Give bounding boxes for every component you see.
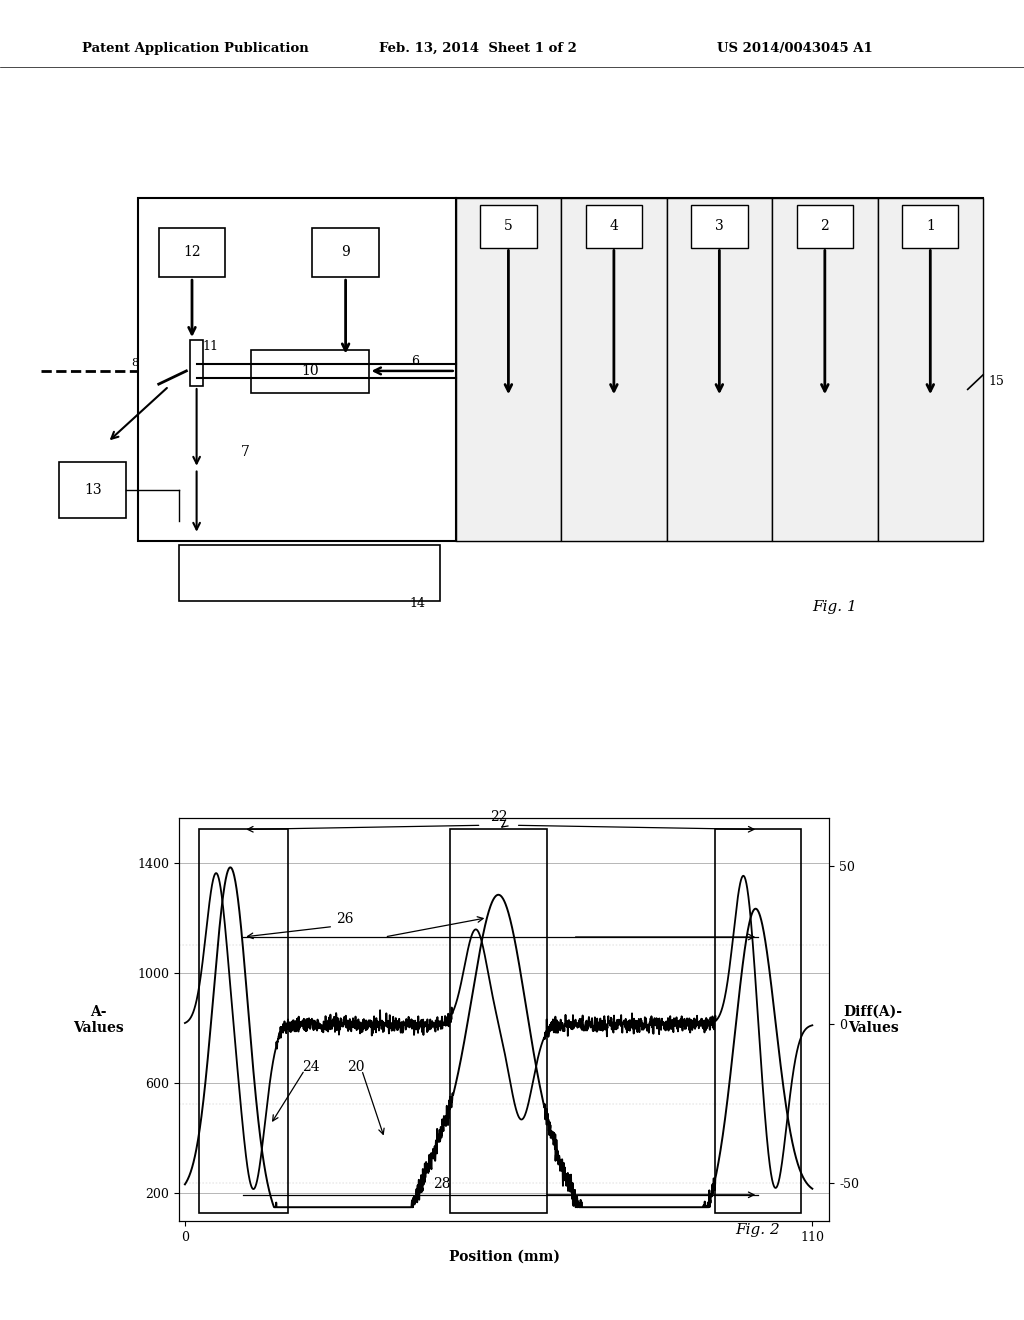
Text: Patent Application Publication: Patent Application Publication (82, 42, 308, 55)
Bar (797, 205, 853, 248)
Polygon shape (425, 362, 456, 380)
Bar (312, 227, 379, 277)
Text: 1: 1 (926, 219, 935, 234)
Text: 13: 13 (84, 483, 101, 496)
Bar (456, 198, 983, 541)
Bar (179, 544, 440, 601)
Bar (586, 205, 642, 248)
Bar (138, 198, 456, 541)
Text: 20: 20 (347, 1060, 365, 1073)
Bar (878, 198, 983, 541)
Text: Feb. 13, 2014  Sheet 1 of 2: Feb. 13, 2014 Sheet 1 of 2 (379, 42, 577, 55)
Bar (561, 198, 667, 541)
Bar (691, 205, 748, 248)
Text: 6: 6 (411, 355, 419, 368)
Bar (251, 350, 369, 393)
Text: 10: 10 (301, 364, 318, 378)
Text: 12: 12 (183, 246, 201, 259)
Text: 24: 24 (302, 1060, 319, 1073)
Text: 28: 28 (433, 1176, 451, 1191)
Text: 2: 2 (820, 219, 829, 234)
X-axis label: Position (mm): Position (mm) (449, 1249, 560, 1263)
Bar (199, 829, 288, 1213)
Text: 7: 7 (242, 445, 250, 459)
Bar (902, 205, 958, 248)
Y-axis label: Diff(A)-
Values: Diff(A)- Values (844, 1005, 902, 1035)
Text: 15: 15 (988, 375, 1005, 388)
Bar (667, 198, 772, 541)
Text: Fig. 2: Fig. 2 (735, 1224, 780, 1237)
Bar (451, 829, 547, 1213)
Text: 26: 26 (336, 912, 353, 925)
Bar (772, 198, 878, 541)
Text: 3: 3 (715, 219, 724, 234)
Text: Fig. 1: Fig. 1 (812, 601, 857, 614)
Bar (716, 829, 801, 1213)
Text: 5: 5 (504, 219, 513, 234)
Bar (480, 205, 537, 248)
Text: 14: 14 (409, 597, 425, 610)
Text: 4: 4 (609, 219, 618, 234)
Text: US 2014/0043045 A1: US 2014/0043045 A1 (717, 42, 872, 55)
Text: 8: 8 (131, 358, 138, 368)
Y-axis label: A-
Values: A- Values (73, 1005, 124, 1035)
Text: 22: 22 (489, 810, 507, 824)
Bar (59, 462, 126, 519)
Text: 9: 9 (341, 246, 350, 259)
Bar (159, 227, 225, 277)
Bar (456, 198, 561, 541)
Text: 11: 11 (203, 341, 219, 352)
Bar (190, 341, 203, 385)
